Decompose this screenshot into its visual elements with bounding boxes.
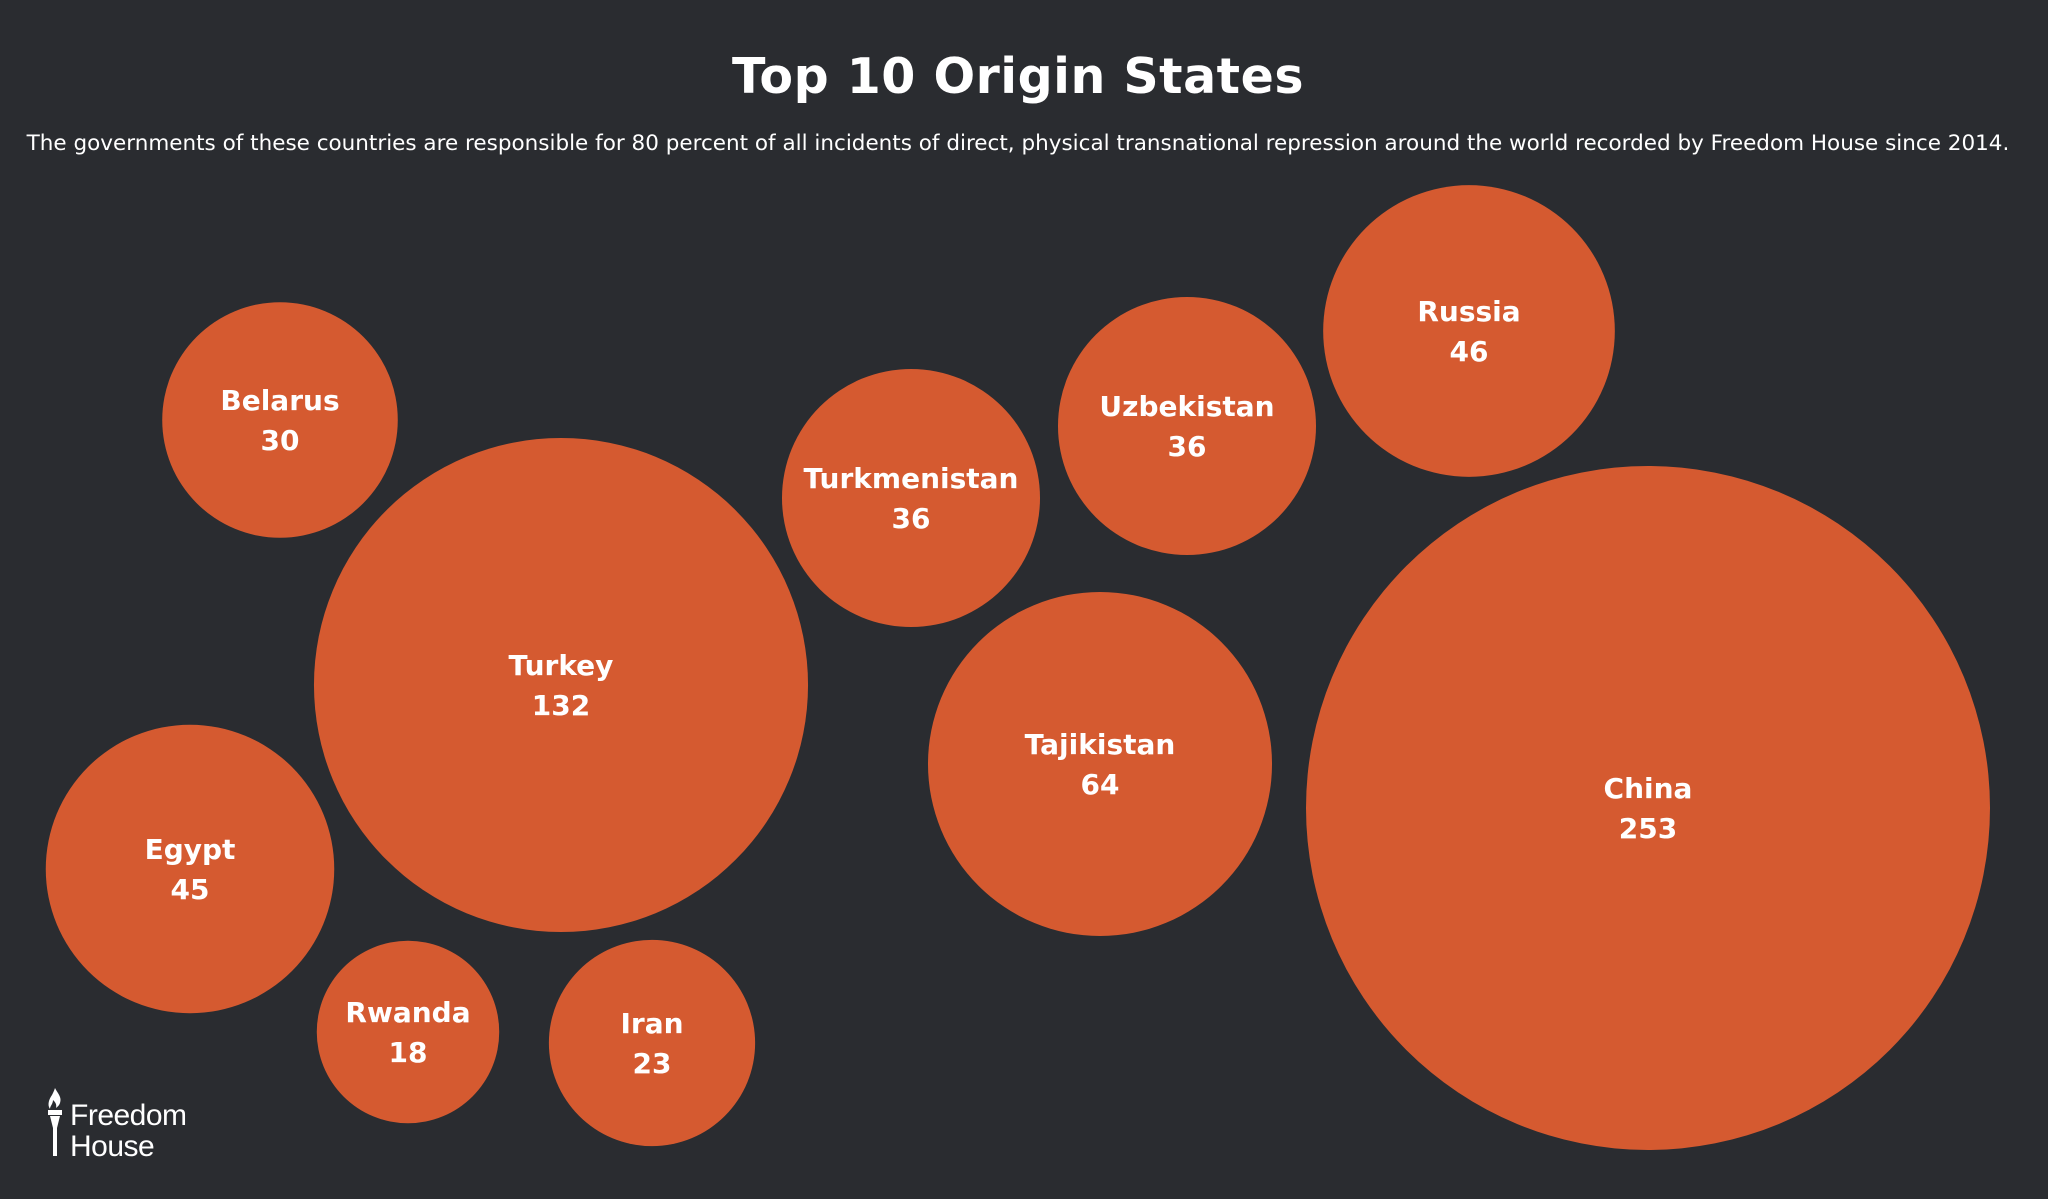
bubble-circle-uzbekistan — [1057, 296, 1317, 556]
bubble-label-belarus: Belarus — [220, 384, 339, 417]
bubble-value-belarus: 30 — [261, 424, 300, 457]
bubble-label-tajikistan: Tajikistan — [1025, 728, 1176, 761]
bubble-value-egypt: 45 — [171, 873, 210, 906]
bubble-value-iran: 23 — [633, 1047, 672, 1080]
bubble-value-turkey: 132 — [532, 689, 590, 722]
bubble-circle-belarus — [162, 302, 398, 538]
bubble-label-uzbekistan: Uzbekistan — [1099, 390, 1274, 423]
bubble-label-china: China — [1604, 772, 1693, 805]
bubble-belarus: Belarus 30 — [162, 302, 398, 538]
bubble-circle-egypt — [45, 724, 335, 1014]
bubble-circle-tajikistan — [927, 591, 1273, 937]
bubble-circle-rwanda — [316, 940, 500, 1124]
bubble-iran: Iran 23 — [548, 939, 756, 1147]
bubble-turkey: Turkey 132 — [313, 437, 809, 933]
bubble-value-russia: 46 — [1450, 335, 1489, 368]
bubble-circle-turkmenistan — [781, 368, 1041, 628]
chart-subtitle: The governments of these countries are r… — [26, 131, 2010, 156]
bubble-circle-china — [1306, 466, 1990, 1150]
logo-text: Freedom House — [70, 1100, 187, 1162]
bubble-value-uzbekistan: 36 — [1168, 430, 1207, 463]
bubble-value-rwanda: 18 — [389, 1036, 428, 1069]
bubble-circle-iran — [548, 939, 756, 1147]
bubble-label-turkmenistan: Turkmenistan — [804, 462, 1019, 495]
bubble-label-egypt: Egypt — [145, 833, 236, 866]
bubble-label-russia: Russia — [1417, 295, 1520, 328]
torch-icon — [48, 1088, 62, 1156]
bubble-value-tajikistan: 64 — [1081, 768, 1120, 801]
bubble-uzbekistan: Uzbekistan 36 — [1057, 296, 1317, 556]
bubble-value-turkmenistan: 36 — [892, 502, 931, 535]
bubble-label-rwanda: Rwanda — [345, 996, 470, 1029]
bubble-rwanda: Rwanda 18 — [316, 940, 500, 1124]
bubble-label-iran: Iran — [620, 1007, 683, 1040]
logo-line-2: House — [70, 1130, 155, 1163]
bubble-china: China 253 — [1306, 466, 1990, 1150]
bubble-label-turkey: Turkey — [509, 649, 614, 682]
bubble-circle-russia — [1323, 185, 1615, 477]
bubble-russia: Russia 46 — [1323, 185, 1615, 477]
logo-line-1: Freedom — [70, 1099, 187, 1132]
chart-title: Top 10 Origin States — [732, 48, 1304, 105]
freedom-house-logo: Freedom House — [44, 1088, 224, 1162]
bubble-turkmenistan: Turkmenistan 36 — [781, 368, 1041, 628]
bubble-value-china: 253 — [1619, 812, 1677, 845]
bubble-circle-turkey — [313, 437, 809, 933]
bubble-egypt: Egypt 45 — [45, 724, 335, 1014]
bubble-tajikistan: Tajikistan 64 — [927, 591, 1273, 937]
